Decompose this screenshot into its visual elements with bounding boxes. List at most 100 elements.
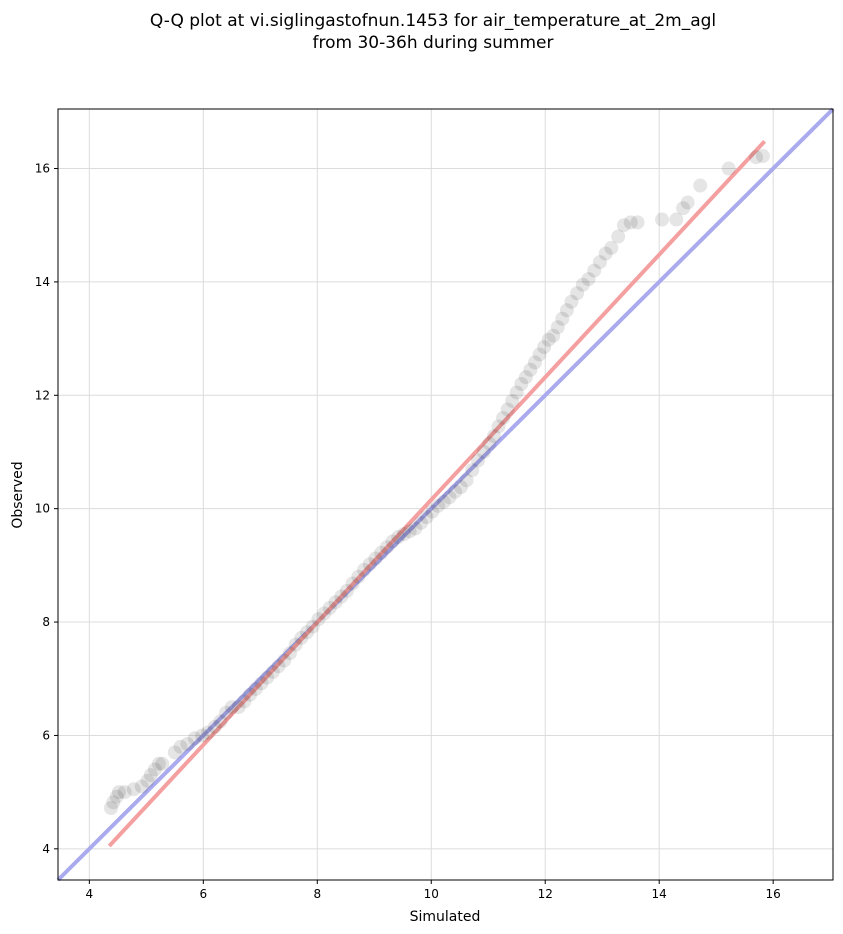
data-point	[532, 347, 547, 362]
data-point	[140, 773, 155, 788]
data-point	[328, 595, 343, 610]
data-point	[598, 246, 613, 261]
data-point	[155, 756, 170, 771]
chart-title-line-1: Q-Q plot at vi.siglingastofnun.1453 for …	[150, 11, 716, 31]
data-point	[339, 583, 354, 598]
identity-line-segment	[56, 107, 835, 882]
data-point	[425, 504, 440, 519]
data-point	[243, 687, 258, 702]
data-point	[523, 362, 538, 377]
data-point	[505, 393, 520, 408]
x-tick-label: 10	[424, 887, 439, 901]
data-point	[117, 785, 132, 800]
data-point	[180, 736, 195, 751]
data-point	[322, 600, 337, 615]
data-point	[514, 376, 529, 391]
data-point	[237, 694, 252, 709]
y-axis-label: Observed	[10, 461, 26, 528]
x-tick-label: 12	[538, 887, 553, 901]
y-tick-label: 12	[35, 388, 50, 402]
data-point	[248, 681, 263, 696]
data-point	[271, 659, 286, 674]
data-point	[134, 779, 149, 794]
chart-title-line-2: from 30-36h during summer	[313, 33, 554, 53]
data-point	[106, 795, 121, 810]
data-point	[755, 149, 770, 164]
data-point	[103, 801, 118, 816]
data-point	[592, 255, 607, 270]
y-tick-label: 16	[35, 162, 50, 176]
data-point	[555, 311, 570, 326]
x-tick-label: 16	[766, 887, 781, 901]
data-point	[537, 340, 552, 355]
data-point	[357, 562, 372, 577]
data-point	[476, 444, 491, 459]
grid-lines	[58, 109, 833, 880]
data-point	[368, 551, 383, 566]
data-point	[294, 630, 309, 645]
data-point	[413, 515, 428, 530]
data-point	[564, 294, 579, 309]
data-point	[282, 646, 297, 661]
data-point	[200, 725, 215, 740]
data-point	[385, 534, 400, 549]
data-points	[103, 149, 770, 816]
data-point	[442, 490, 457, 505]
data-point	[509, 385, 524, 400]
data-point	[151, 756, 166, 771]
data-point	[465, 463, 480, 478]
data-point	[570, 286, 585, 301]
data-point	[231, 700, 246, 715]
y-tick-label: 10	[35, 502, 50, 516]
y-axis-ticks: 4 6 8 10 12 14 16	[35, 162, 58, 856]
data-point	[219, 705, 234, 720]
data-point	[362, 557, 377, 572]
data-point	[482, 436, 497, 451]
data-point	[147, 762, 162, 777]
data-point	[669, 212, 684, 227]
data-point	[351, 569, 366, 584]
data-point	[550, 320, 565, 335]
y-tick-label: 4	[42, 842, 50, 856]
data-point	[379, 540, 394, 555]
data-point	[195, 728, 210, 743]
data-point	[317, 606, 332, 621]
data-point	[334, 589, 349, 604]
data-point	[630, 215, 645, 230]
data-point	[277, 653, 292, 668]
data-point	[173, 739, 188, 754]
fit-line-segment	[107, 139, 767, 848]
data-point	[305, 619, 320, 634]
data-point	[604, 240, 619, 255]
data-point	[288, 637, 303, 652]
data-point	[611, 229, 626, 244]
data-point	[111, 785, 126, 800]
x-tick-label: 4	[86, 887, 94, 901]
x-axis-label: Simulated	[410, 909, 481, 925]
data-point	[527, 355, 542, 370]
data-point	[300, 625, 315, 640]
data-point	[436, 494, 451, 509]
data-point	[559, 303, 574, 318]
data-point	[126, 782, 141, 797]
data-point	[721, 161, 736, 176]
data-point	[408, 521, 423, 536]
data-point	[419, 510, 434, 525]
y-tick-label: 8	[42, 615, 50, 629]
data-point	[187, 731, 202, 746]
data-point	[496, 410, 511, 425]
x-tick-label: 14	[652, 887, 667, 901]
data-point	[655, 212, 670, 227]
data-point	[500, 402, 515, 417]
data-point	[402, 524, 417, 539]
data-point	[470, 453, 485, 468]
data-point	[546, 328, 561, 343]
data-point	[254, 676, 269, 691]
y-tick-label: 6	[42, 728, 50, 742]
data-point	[680, 195, 695, 210]
data-point	[749, 150, 764, 165]
data-point	[459, 473, 474, 488]
data-point	[491, 419, 506, 434]
data-point	[396, 527, 411, 542]
